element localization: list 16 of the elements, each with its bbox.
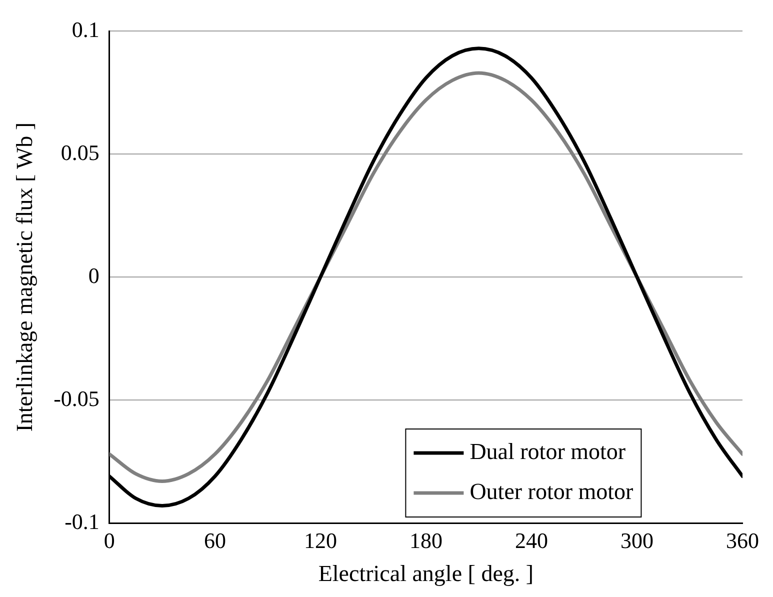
- x-axis-title: Electrical angle [ deg. ]: [318, 561, 534, 586]
- x-tick-label: 360: [726, 528, 759, 553]
- legend-label: Outer rotor motor: [470, 479, 634, 504]
- x-tick-label: 120: [304, 528, 337, 553]
- x-tick-label: 300: [620, 528, 654, 553]
- y-tick-label: 0: [88, 262, 100, 288]
- y-tick-label: 0.1: [72, 16, 100, 42]
- x-tick-label: 0: [104, 528, 115, 553]
- x-tick-label: 180: [409, 528, 442, 553]
- y-tick-label: 0.05: [60, 140, 100, 165]
- y-tick-label: -0.1: [64, 508, 100, 534]
- y-tick-label: -0.05: [54, 386, 100, 411]
- x-tick-label: 60: [204, 528, 226, 553]
- legend-label: Dual rotor motor: [470, 439, 626, 464]
- x-tick-label: 240: [514, 528, 548, 553]
- y-axis-title: Interlinkage magnetic flux [ Wb ]: [12, 122, 37, 432]
